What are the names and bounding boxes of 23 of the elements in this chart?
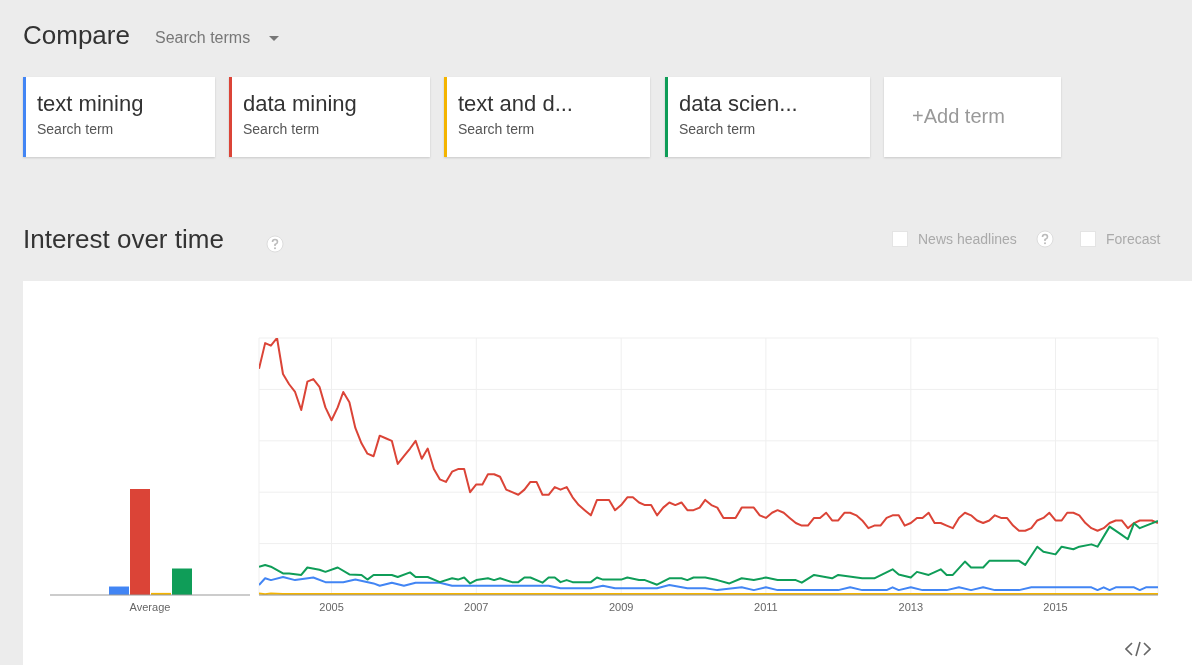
text: Search term (458, 121, 535, 137)
text: +Add term (912, 105, 1005, 128)
x-tick-label: 2005 (319, 600, 344, 613)
legend-label: data scien... (679, 91, 798, 117)
x-tick-label: 2015 (1043, 600, 1068, 613)
x-tick-label: Average (129, 600, 171, 613)
text: Search term (243, 121, 320, 137)
legend-label: text mining (37, 91, 144, 117)
chart-title: Compare (23, 20, 130, 51)
legend-label: text and d... (458, 91, 573, 117)
chart-subtitle: Interest over time (23, 224, 224, 255)
text: Search terms (155, 29, 251, 47)
text: Search term (37, 121, 114, 137)
bar (172, 568, 192, 595)
x-tick-label: 2007 (464, 600, 489, 613)
text: Search term (679, 121, 756, 137)
text: Forecast (1106, 231, 1161, 247)
text: News headlines (918, 231, 1017, 247)
legend-label: data mining (243, 91, 357, 117)
x-tick-label: 2011 (754, 600, 778, 613)
x-tick-label: 2013 (898, 600, 924, 613)
x-tick-label: 2009 (608, 600, 634, 613)
bar (130, 489, 150, 595)
